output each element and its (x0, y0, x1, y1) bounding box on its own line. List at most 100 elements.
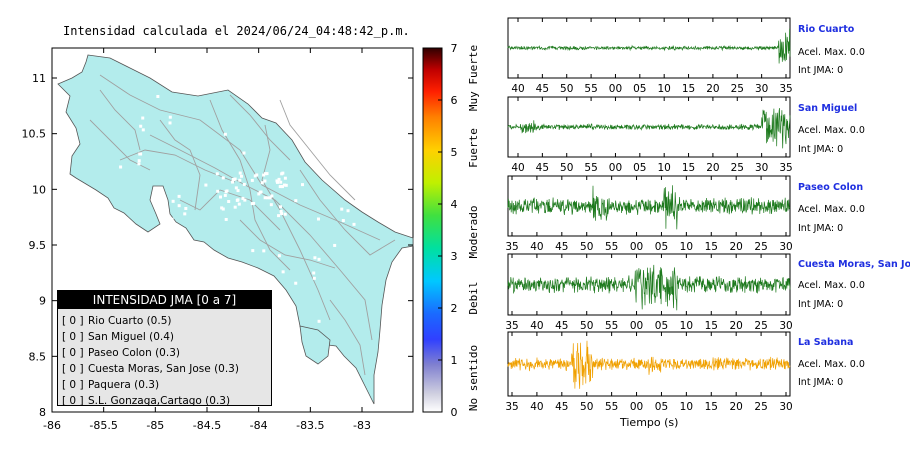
town-marker (221, 176, 225, 180)
station-int: Int JMA: 0 (798, 299, 844, 310)
town-marker (259, 190, 263, 194)
road (159, 119, 201, 211)
town-marker (223, 193, 227, 197)
legend-item: [ 0 ] Paseo Colon (0.3) (58, 345, 271, 361)
legend-item-bracket: [ 0 ] (62, 379, 84, 391)
town-marker (218, 195, 222, 199)
seismogram-tick-label: 50 (580, 401, 593, 413)
town-marker (183, 212, 187, 216)
legend-item: [ 0 ] Rio Cuarto (0.5) (58, 313, 271, 329)
town-marker (235, 198, 239, 202)
seismogram-tick-label: 50 (560, 162, 573, 174)
seismogram-tick-label: 40 (530, 241, 543, 253)
seismogram-trace (507, 108, 791, 149)
town-marker (280, 185, 284, 189)
seismogram-tick-label: 00 (630, 401, 643, 413)
seismogram-tick-label: 10 (657, 162, 670, 174)
town-marker (263, 172, 267, 176)
town-marker (239, 174, 243, 178)
map-x-tick-label: -84 (250, 419, 268, 432)
seismogram-tick-label: 20 (706, 162, 719, 174)
town-marker (237, 202, 241, 206)
station-acel: Acel. Max. 0.0 (798, 125, 865, 136)
seismogram-tick-label: 45 (555, 320, 568, 332)
town-marker (284, 183, 288, 187)
seismogram-panel: 40 45 50 55 00 05 10 15 20 25 30 35 (507, 96, 793, 174)
town-marker (204, 183, 208, 187)
seismogram-tick-label: 25 (754, 401, 767, 413)
road (179, 189, 281, 231)
seismogram-tick-label: 05 (655, 241, 668, 253)
station-acel: Acel. Max. 0.0 (798, 204, 865, 215)
seismogram-tick-label: 20 (729, 401, 742, 413)
station-acel: Acel. Max. 0.0 (798, 47, 865, 58)
seismogram-panel: 35 40 45 50 55 00 05 10 15 20 25 30 (505, 175, 793, 253)
town-marker (279, 180, 283, 184)
seismogram-tick-label: 20 (729, 320, 742, 332)
town-marker (263, 196, 267, 200)
town-marker (257, 192, 261, 196)
seismogram-tick-label: 55 (605, 241, 618, 253)
seismogram-tick-label: 10 (680, 320, 693, 332)
seismogram-tick-label: 40 (530, 401, 543, 413)
seismogram-tick-label: 35 (505, 320, 518, 332)
town-marker (277, 254, 281, 258)
town-marker (264, 273, 268, 277)
town-marker (312, 271, 316, 275)
town-marker (317, 319, 321, 323)
seismogram-tick-label: 55 (584, 83, 597, 95)
road (99, 89, 141, 151)
road (209, 99, 291, 271)
station-int: Int JMA: 0 (798, 65, 844, 76)
costa-rica-landmass (57, 54, 414, 405)
town-marker (262, 249, 266, 253)
road (99, 74, 381, 241)
road (149, 134, 373, 341)
town-marker (234, 186, 238, 190)
seismogram-tick-label: 25 (754, 241, 767, 253)
station-name: Paseo Colon (798, 182, 864, 193)
seismogram-tick-label: 55 (584, 162, 597, 174)
map-x-tick-label: -86 (43, 419, 61, 432)
seismogram-tick-label: 15 (682, 162, 695, 174)
town-markers (119, 94, 356, 323)
town-marker (277, 177, 281, 181)
map-y-tick-label: 10 (32, 183, 46, 196)
town-marker (277, 214, 281, 218)
legend-item: [ 0 ] S.L. Gonzaga,Cartago (0.3) (58, 393, 271, 409)
town-marker (313, 256, 317, 260)
legend-item: [ 0 ] San Miguel (0.4) (58, 329, 271, 345)
road (329, 299, 366, 376)
intensity-legend: INTENSIDAD JMA [0 a 7] [ 0 ] Rio Cuarto (… (57, 290, 272, 409)
map-y-tick-label: 8 (39, 406, 46, 419)
seismogram-tick-label: 00 (609, 83, 622, 95)
town-marker (184, 206, 188, 210)
seismogram-tick-label: 20 (729, 241, 742, 253)
town-marker (220, 206, 224, 210)
map-title: Intensidad calculada el 2024/06/24_04:48… (63, 24, 410, 38)
road (119, 149, 236, 183)
map-x-tick-label: -83.5 (296, 419, 324, 432)
seismogram-tick-label: 30 (779, 320, 792, 332)
road (279, 99, 356, 201)
town-marker (268, 196, 272, 200)
town-marker (281, 270, 285, 274)
seismogram-tick-label: 35 (779, 162, 792, 174)
town-marker (275, 180, 279, 184)
town-marker (317, 257, 321, 261)
seismogram-tick-label: 40 (511, 162, 524, 174)
town-marker (221, 207, 225, 211)
town-marker (137, 159, 141, 163)
seismogram-trace (507, 185, 791, 230)
town-marker (141, 116, 145, 120)
town-marker (301, 183, 305, 187)
seismogram-tick-label: 45 (536, 83, 549, 95)
seismogram-tick-label: 35 (505, 401, 518, 413)
seismogram-tick-label: 50 (580, 241, 593, 253)
town-marker (168, 121, 172, 125)
seismogram-tick-label: 15 (705, 320, 718, 332)
town-marker (278, 185, 282, 189)
road (229, 94, 291, 161)
town-marker (270, 194, 274, 198)
town-marker (269, 203, 273, 207)
